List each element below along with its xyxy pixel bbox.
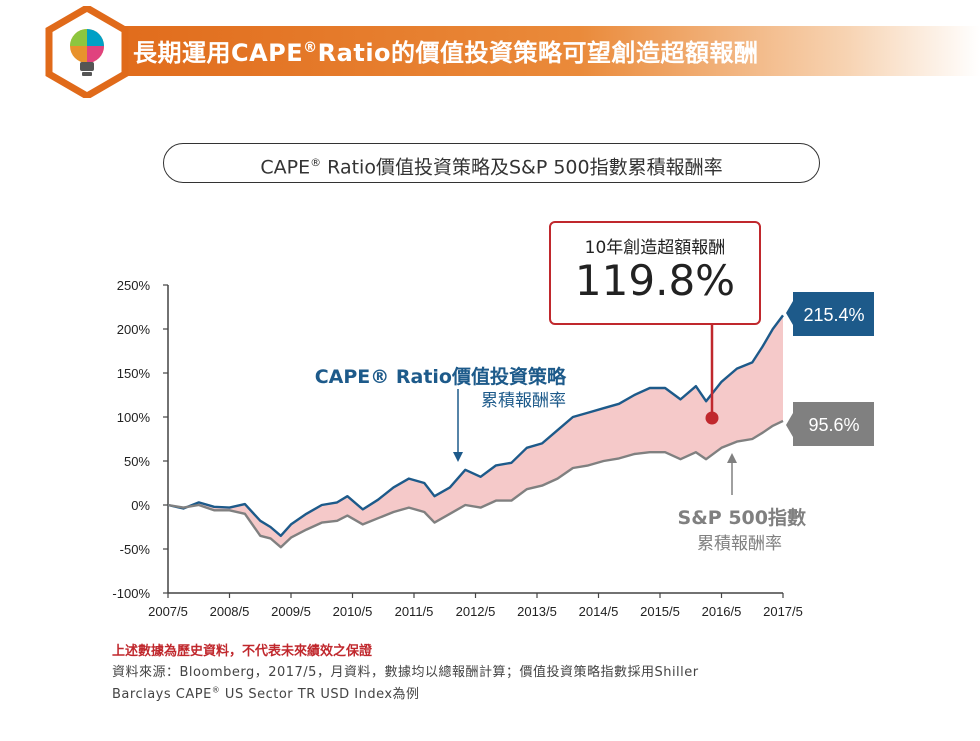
cape-annotation-line2: 累積報酬率 bbox=[481, 391, 566, 411]
cape-end-label: 215.4% bbox=[803, 305, 864, 325]
sp-annotation-line2: 累積報酬率 bbox=[697, 534, 782, 554]
chart-subtitle: CAPE® Ratio價值投資策略及S&P 500指數累積報酬率 bbox=[163, 143, 820, 183]
excess-return-callout: 10年創造超額報酬 119.8% bbox=[549, 221, 761, 325]
y-tick-label: 200% bbox=[117, 322, 151, 337]
x-tick-label: 2009/5 bbox=[271, 604, 311, 619]
x-tick-label: 2014/5 bbox=[579, 604, 619, 619]
x-tick-label: 2013/5 bbox=[517, 604, 557, 619]
y-tick-label: 150% bbox=[117, 366, 151, 381]
excess-return-area bbox=[168, 315, 783, 548]
x-tick-label: 2012/5 bbox=[456, 604, 496, 619]
cape-annotation-line1: CAPE® Ratio價值投資策略 bbox=[315, 365, 567, 388]
x-tick-label: 2007/5 bbox=[148, 604, 188, 619]
sp-end-label-box bbox=[786, 402, 874, 446]
y-tick-label: 250% bbox=[117, 278, 151, 293]
x-tick-label: 2010/5 bbox=[333, 604, 373, 619]
callout-label: 10年創造超額報酬 bbox=[584, 238, 726, 258]
cape-end-label-box bbox=[786, 292, 874, 336]
x-tick-label: 2017/5 bbox=[763, 604, 803, 619]
y-tick-label: 0% bbox=[131, 498, 150, 513]
sp500-series-line bbox=[167, 419, 784, 549]
y-tick-label: 100% bbox=[117, 410, 151, 425]
x-tick-label: 2011/5 bbox=[395, 604, 434, 619]
header-banner: 長期運用CAPE®Ratio的價值投資策略可望創造超額報酬 bbox=[0, 0, 980, 100]
page-title: 長期運用CAPE®Ratio的價值投資策略可望創造超額報酬 bbox=[133, 39, 759, 67]
sp-annotation-line1: S&P 500指數 bbox=[678, 507, 806, 529]
cape-ratio-series-line bbox=[167, 314, 784, 537]
x-tick-label: 2016/5 bbox=[702, 604, 742, 619]
x-tick-label: 2015/5 bbox=[640, 604, 680, 619]
sp-arrow-head bbox=[727, 453, 737, 463]
banner-bar bbox=[88, 26, 980, 76]
callout-value: 119.8% bbox=[574, 256, 736, 305]
callout-marker bbox=[705, 411, 719, 425]
sp-end-label: 95.6% bbox=[808, 415, 859, 435]
source-note-line2: Barclays CAPE® US Sector TR USD Index為例 bbox=[112, 685, 420, 702]
y-tick-label: -100% bbox=[112, 586, 150, 601]
cape-arrow-head bbox=[453, 452, 463, 462]
x-tick-label: 2008/5 bbox=[210, 604, 250, 619]
source-note-line1: 資料來源：Bloomberg，2017/5，月資料，數據均以總報酬計算；價值投資… bbox=[112, 665, 699, 680]
puzzle-lightbulb-icon bbox=[45, 6, 129, 98]
y-tick-label: 50% bbox=[124, 454, 150, 469]
disclaimer-warning: 上述數據為歷史資料，不代表未來績效之保證 bbox=[112, 644, 373, 659]
y-tick-label: -50% bbox=[120, 542, 151, 557]
